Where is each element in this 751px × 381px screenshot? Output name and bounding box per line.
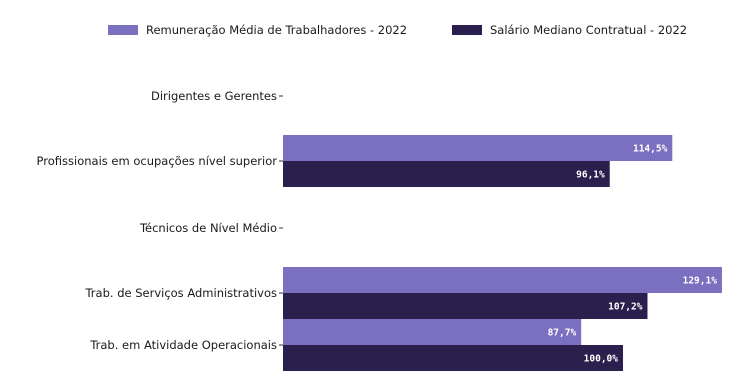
legend-label-salario: Salário Mediano Contratual - 2022: [490, 23, 687, 37]
bar-data-label: 107,2%: [608, 302, 643, 313]
y-tick-label: Técnicos de Nível Médio: [139, 221, 277, 235]
bar: [283, 135, 673, 161]
y-tick-label: Profissionais em ocupações nível superio…: [37, 154, 278, 168]
legend-swatch-salario: [452, 25, 482, 35]
bar-data-label: 100,0%: [584, 354, 619, 365]
bar: [283, 345, 623, 371]
bar: [283, 293, 648, 319]
y-axis: Dirigentes e Gerentes Profissionais em oc…: [37, 89, 283, 352]
bar-data-label: 114,5%: [633, 144, 668, 155]
y-tick-label: Dirigentes e Gerentes: [151, 89, 277, 103]
y-tick-label: Trab. em Atividade Operacionais: [89, 338, 277, 352]
bar: [283, 267, 722, 293]
bars: 114,5% 96,1% 129,1% 107,2% 87,7% 100,0%: [283, 135, 722, 371]
y-tick-label: Trab. de Serviços Administrativos: [84, 286, 277, 300]
bar: [283, 161, 610, 187]
legend: Remuneração Média de Trabalhadores - 202…: [108, 23, 687, 37]
bar-data-label: 87,7%: [548, 328, 577, 339]
legend-label-remuneracao: Remuneração Média de Trabalhadores - 202…: [146, 23, 407, 37]
legend-swatch-remuneracao: [108, 25, 138, 35]
bar-data-label: 96,1%: [576, 170, 605, 181]
bar: [283, 319, 582, 345]
bar-data-label: 129,1%: [683, 276, 718, 287]
